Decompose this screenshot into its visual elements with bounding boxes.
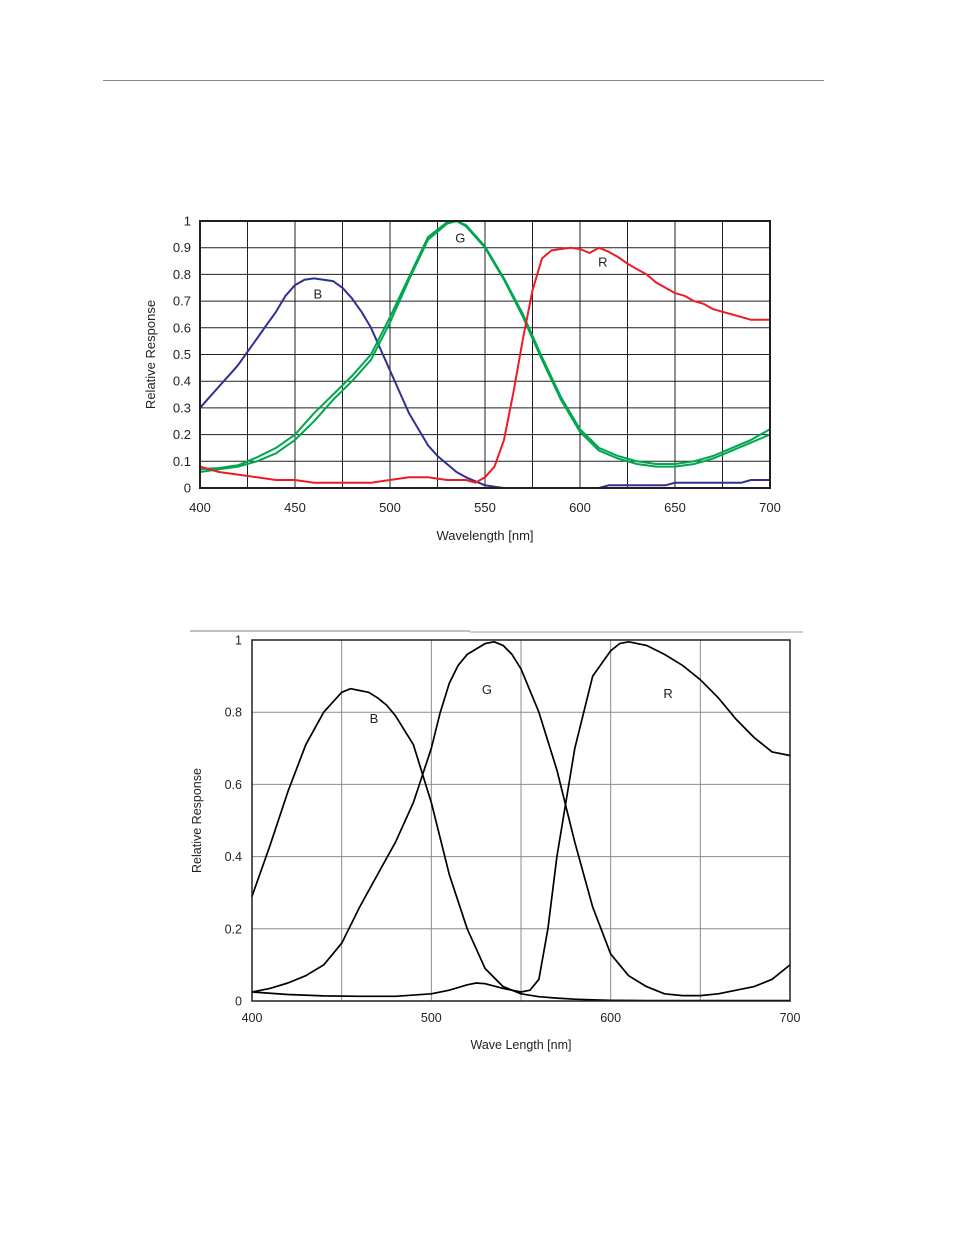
chart2-series-g-1-line [251,640,791,997]
chart1-plot-frame [199,220,771,489]
chart1-y-axis-label: Relative Response [143,300,158,409]
chart1-x-tick-4: 600 [569,500,591,515]
chart1-y-tick-5: 0.5 [173,347,191,362]
chart2-x-tick-2: 600 [600,1011,621,1025]
chart1-x-tick-3: 550 [474,500,496,515]
chart1-label-r-2: R [598,254,607,269]
chart2-series-r-2-line [251,640,791,998]
chart1-series-r-3-line [199,246,771,484]
chart2-annotations: B G R [370,682,673,726]
chart2-grid [251,639,791,1002]
chart1-y-tick-9: 0.9 [173,240,191,255]
chart1-y-tick-10: 1 [184,214,191,229]
chart2-label-b-0: B [370,711,379,726]
chart1-x-axis-label: Wavelength [nm] [436,528,533,543]
chart1-y-tick-4: 0.4 [173,374,191,389]
chart1-series [199,220,771,489]
chart2-x-tick-0: 400 [242,1011,263,1025]
chart2-x-tick-labels: 400 500 600 700 [242,1011,801,1025]
chart1-x-tick-5: 650 [664,500,686,515]
chart1-label-g-1: G [455,230,465,245]
chart1-y-tick-0: 0 [184,481,191,496]
chart2-y-tick-3: 0.6 [225,778,242,792]
chart1-y-tick-6: 0.6 [173,320,191,335]
chart2-y-tick-1: 0.2 [225,922,242,936]
chart1-y-tick-7: 0.7 [173,294,191,309]
chart2-y-axis-label: Relative Response [190,768,204,873]
chart2-y-tick-4: 0.8 [225,706,242,720]
chart1-x-tick-1: 450 [284,500,306,515]
chart1-y-tick-3: 0.3 [173,400,191,415]
header-rule [103,80,824,81]
chart2-plot-frame [251,639,791,1002]
chart2-x-axis-label: Wave Length [nm] [471,1038,572,1052]
chart1-y-tick-2: 0.2 [173,427,191,442]
chart2-x-tick-3: 700 [780,1011,801,1025]
chart1-series-g-2-line [199,220,771,471]
chart2-label-r-2: R [663,686,672,701]
chart1-x-tick-0: 400 [189,500,211,515]
chart2-y-tick-0: 0 [235,995,242,1009]
chart2-x-tick-1: 500 [421,1011,442,1025]
chart2-y-tick-2: 0.4 [225,850,242,864]
chart2-y-tick-5: 1 [235,634,242,648]
chart1-y-tick-1: 0.1 [173,454,191,469]
chart2-y-tick-labels: 0 0.2 0.4 0.6 0.8 1 [225,634,242,1009]
chart1-series-b-0-line [199,277,771,489]
chart1-label-b-0: B [313,286,322,301]
chart1-x-tick-6: 700 [759,500,781,515]
chart1-y-tick-8: 0.8 [173,267,191,282]
chart-rgb-color-response: BGR 400 450 500 550 600 650 700 00.10.20.30.40… [143,214,781,544]
chart2-label-g-1: G [482,682,492,697]
chart1-x-tick-2: 500 [379,500,401,515]
chart1-y-tick-labels: 0 0.1 0.2 0.3 0.4 0.5 0.6 0.7 0.8 0.9 1 [173,214,191,496]
chart1-annotations: B G R [313,230,607,301]
chart1-x-tick-labels: 400 450 500 550 600 650 700 [189,500,781,515]
